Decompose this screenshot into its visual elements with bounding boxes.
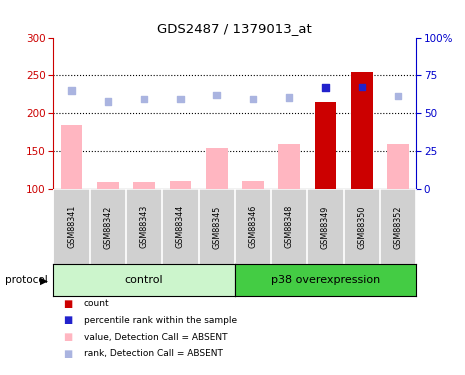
Text: GSM88348: GSM88348 bbox=[285, 205, 294, 249]
Point bbox=[104, 98, 112, 104]
Text: GSM88349: GSM88349 bbox=[321, 205, 330, 249]
Text: ■: ■ bbox=[63, 315, 72, 326]
Text: p38 overexpression: p38 overexpression bbox=[271, 275, 380, 285]
Text: ■: ■ bbox=[63, 332, 72, 342]
Text: GSM88346: GSM88346 bbox=[248, 205, 258, 249]
Point bbox=[213, 92, 220, 98]
Bar bbox=[97, 182, 119, 189]
Point bbox=[140, 96, 148, 102]
Point bbox=[322, 85, 329, 91]
Point bbox=[394, 93, 402, 99]
Bar bbox=[242, 181, 264, 189]
Bar bbox=[279, 144, 300, 189]
Text: ▶: ▶ bbox=[40, 275, 47, 285]
Bar bbox=[351, 72, 372, 189]
Text: ■: ■ bbox=[63, 299, 72, 309]
Bar bbox=[206, 148, 227, 189]
Text: GSM88344: GSM88344 bbox=[176, 205, 185, 249]
Text: GSM88350: GSM88350 bbox=[357, 205, 366, 249]
Text: ■: ■ bbox=[63, 349, 72, 359]
Point bbox=[68, 88, 75, 94]
Point bbox=[249, 96, 257, 102]
Bar bbox=[61, 125, 82, 189]
Bar bbox=[387, 144, 409, 189]
Point bbox=[358, 84, 365, 90]
Text: GSM88341: GSM88341 bbox=[67, 205, 76, 249]
Bar bbox=[170, 181, 191, 189]
Text: GSM88345: GSM88345 bbox=[212, 205, 221, 249]
Text: percentile rank within the sample: percentile rank within the sample bbox=[84, 316, 237, 325]
Text: GSM88352: GSM88352 bbox=[393, 205, 403, 249]
Point bbox=[177, 96, 184, 102]
Text: GSM88343: GSM88343 bbox=[140, 205, 149, 249]
Text: control: control bbox=[125, 275, 164, 285]
Point bbox=[286, 94, 293, 100]
Text: count: count bbox=[84, 299, 109, 308]
Bar bbox=[315, 102, 336, 189]
Text: protocol: protocol bbox=[5, 275, 47, 285]
Text: GSM88342: GSM88342 bbox=[103, 205, 113, 249]
Title: GDS2487 / 1379013_at: GDS2487 / 1379013_at bbox=[158, 22, 312, 35]
Bar bbox=[133, 182, 155, 189]
Text: value, Detection Call = ABSENT: value, Detection Call = ABSENT bbox=[84, 333, 227, 342]
Text: rank, Detection Call = ABSENT: rank, Detection Call = ABSENT bbox=[84, 349, 223, 358]
